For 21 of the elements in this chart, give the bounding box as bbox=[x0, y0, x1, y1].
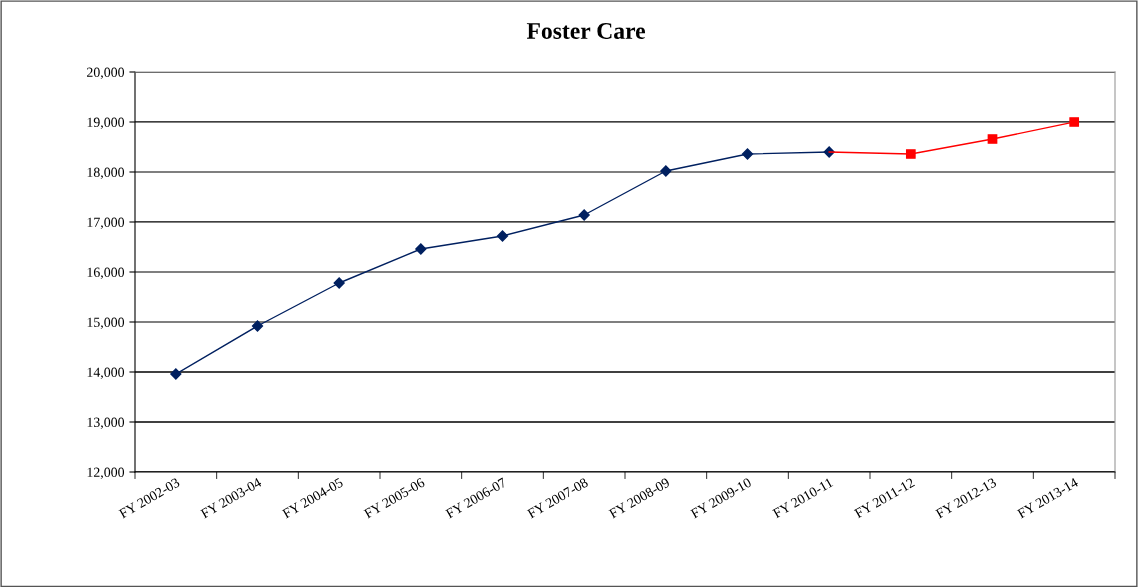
y-tick-label: 14,000 bbox=[87, 367, 125, 379]
point bbox=[415, 243, 427, 255]
point bbox=[251, 320, 264, 332]
y-tick-label: 15,000 bbox=[87, 317, 125, 329]
y-tick-label: 18,000 bbox=[87, 167, 125, 179]
y-tick-label: 16,000 bbox=[87, 267, 125, 279]
point bbox=[660, 165, 672, 177]
y-tick-label: 19,000 bbox=[87, 117, 125, 129]
point bbox=[987, 134, 998, 144]
y-tick-label: 12,000 bbox=[87, 467, 125, 479]
point bbox=[1069, 117, 1080, 127]
chart-title: Foster Care bbox=[526, 23, 646, 39]
point bbox=[496, 230, 509, 242]
point bbox=[905, 149, 916, 159]
point bbox=[741, 148, 754, 160]
y-tick-label: 20,000 bbox=[87, 67, 125, 79]
point bbox=[333, 277, 345, 289]
point bbox=[578, 209, 590, 221]
point bbox=[170, 368, 182, 380]
y-tick-label: 17,000 bbox=[87, 217, 125, 229]
y-tick-label: 13,000 bbox=[87, 417, 125, 429]
